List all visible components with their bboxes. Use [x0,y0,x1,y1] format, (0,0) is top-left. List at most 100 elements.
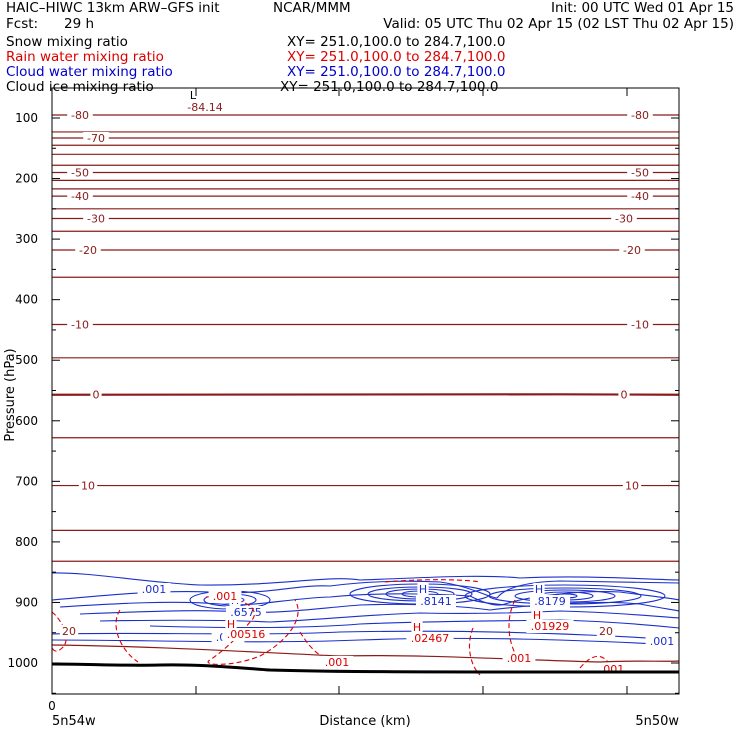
rain-contour-label: .001 [507,652,532,665]
isotherm-label: -80 [631,109,649,122]
y-axis-label: Pressure (hPa) [3,348,18,441]
field-name-cloud-water: Cloud water mixing ratio [6,64,173,80]
field-name-snow: Snow mixing ratio [6,34,128,50]
isotherm-label: -10 [71,318,89,331]
field-xy-cloud-ice: XY= 251.0,100.0 to 284.7,100.0 [280,79,499,95]
field-xy-snow: XY= 251.0,100.0 to 284.7,100.0 [287,34,506,50]
forecast-label: Fcst: [6,16,39,32]
cloud-high-marker: H [535,583,543,596]
cloud-high-marker: H [419,583,427,596]
cloud-contour-label-bg [137,583,171,596]
cloud-contour-label: .001 [650,635,675,648]
isotherm-label: 0 [621,389,628,402]
org-label: NCAR/MMM [273,0,351,16]
temperature-contours: -80 -80 -70 -50 -50 -40 -40 -30 -30 -20 -20 -10 -10 0… [51,89,680,562]
low-marker-bg [187,89,199,102]
y-tick-label: 900 [15,595,38,609]
isotherm-label-bg [622,479,642,493]
y-tick-label: 1000 [7,656,38,670]
field-name-rain: Rain water mixing ratio [6,49,164,65]
isotherm-label-bg [83,212,109,226]
cloud-high-value: .8179 [534,595,566,608]
cloud-high-value-bg [226,606,266,619]
y-tick-label: 500 [15,353,38,367]
cloud-high-value-bg [530,595,570,608]
low-value: -84.14 [187,101,222,114]
x-right-location: 5n50w [635,714,679,729]
cloud-high-value-bg [416,595,456,608]
isotherm-line [51,393,680,397]
cloud-contour-label-bg [645,635,679,648]
y-tick-label: 100 [15,111,38,125]
init-time: Init: 00 UTC Wed 01 Apr 15 [551,0,734,16]
isotherm-label: -40 [631,190,649,203]
rain-high-marker: H [533,609,541,622]
isotherm-label-bg [627,166,653,180]
forecast-hours: 29 h [64,16,95,32]
isotherm-label: 20 [599,625,613,638]
rain-contour [468,627,481,676]
rain-contour [579,655,609,669]
isotherm-label: 10 [625,480,639,493]
x-left-location: 5n54w [52,714,96,729]
isotherm-label: 10 [81,480,95,493]
rain-high-marker-bg [411,621,423,634]
isotherm-label: -30 [615,213,633,226]
rain-high-marker: H [413,621,421,634]
rain-high-marker: H [227,618,235,631]
isotherm-label-bg [75,244,101,258]
low-marker: L [190,89,197,102]
cloud-high-value: .8141 [420,595,452,608]
valid-time: Valid: 05 UTC Thu 02 Apr 15 (02 LST Thu … [383,16,734,32]
cloud-high-marker-bg [417,583,429,596]
rain-high-value-bg [222,628,270,641]
cloud-contour [149,619,680,629]
low-value-bg [181,101,229,114]
rain-high-marker-bg [531,609,543,622]
isotherm-label: -50 [631,167,649,180]
field-xy-rain: XY= 251.0,100.0 to 284.7,100.0 [287,49,506,65]
y-tick-label: 700 [15,474,38,488]
isotherm-label: -20 [79,244,97,257]
rain-high-value-bg [406,632,454,645]
cloud-contour [99,610,680,623]
y-tick-label: 400 [15,293,38,307]
x-tick-label-zero: 0 [48,699,56,713]
isotherm-label-bg [596,625,616,638]
cloud-contour [51,572,680,586]
isotherm-label-bg [78,479,98,493]
rain-contour [115,609,139,663]
rain-high-value: .01929 [531,620,570,633]
isotherm-label-bg [627,190,653,204]
rain-high-value-bg [526,620,574,633]
isotherm-label-bg [619,244,645,258]
x-axis-label: Distance (km) [319,714,410,729]
rain-contour [51,611,67,652]
isotherm-label: -40 [71,190,89,203]
rain-high-value: .02467 [411,632,450,645]
isotherm-label-bg [83,131,109,145]
plot-frame [51,87,680,695]
isotherm-label-bg [59,625,79,638]
isotherm-label-bg [611,212,637,226]
isotherm-label: -80 [71,109,89,122]
isotherm-label: 20 [62,625,76,638]
cloud-contour [51,580,680,601]
cloud-high-marker-bg [533,583,545,596]
rain-contour [384,579,481,583]
y-tick-label: 600 [15,414,38,428]
isotherm-label-bg [627,108,653,122]
isotherm-label-bg [67,318,93,332]
near-surface-isotherm [51,644,680,663]
isotherm-label-bg [627,318,653,332]
chart-title: HAIC–HIWC 13km ARW–GFS init [6,0,220,16]
cloud-contour [51,630,680,641]
isotherm-label-bg [618,388,630,402]
rain-contour-label-bg [208,590,242,603]
rain-contour-label-bg [320,656,354,669]
field-name-cloud-ice: Cloud ice mixing ratio [6,79,154,95]
rain-contour-label: .001 [213,590,238,603]
isotherm-label: -70 [87,132,105,145]
rain-contour-label-bg [502,652,536,665]
